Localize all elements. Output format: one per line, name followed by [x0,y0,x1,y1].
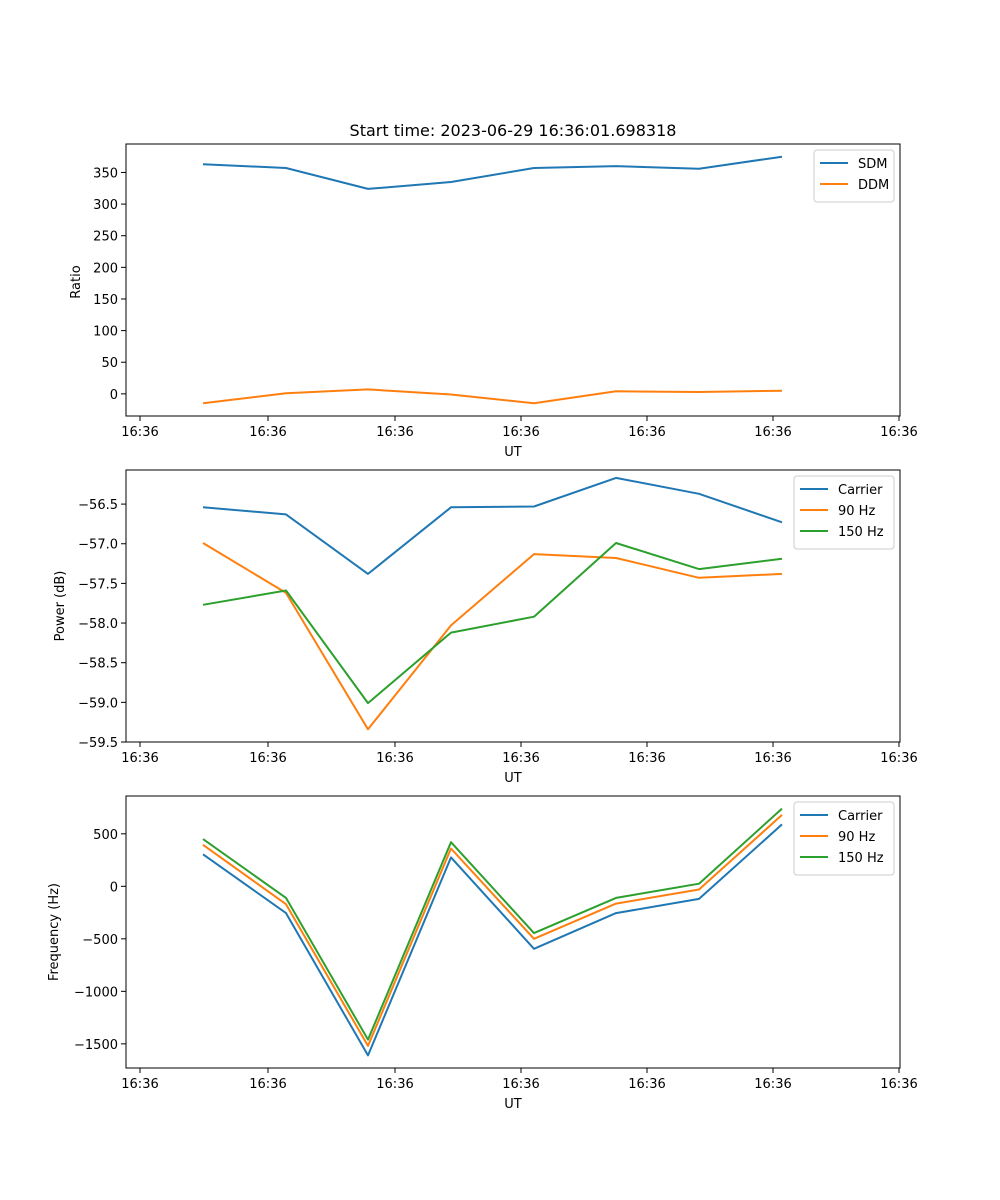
frequency-x-tick-label: 16:36 [121,1077,158,1092]
power-y-tick-label: −59.5 [78,736,118,751]
power-y-tick-label: −57.0 [78,538,118,553]
ratio-x-tick-label: 16:36 [628,425,665,440]
power-legend: Carrier 90 Hz 150 Hz [793,475,895,550]
power-series-line [202,542,783,705]
power-y-tick-label: −56.5 [78,498,118,513]
frequency-y-axis-label: Frequency (Hz) [47,883,62,981]
power-x-axis-label: UT [504,771,522,786]
frequency-x-tick-label: 16:36 [249,1077,286,1092]
power-legend-label: 150 Hz [838,525,884,540]
frequency-y-tick-label: −1500 [74,1038,118,1053]
frequency-panel: Frequency (Hz) UT 16:36 16:36 16:36 16:36 16… [47,795,918,1112]
ratio-x-axis-label: UT [504,445,522,460]
ratio-x-tick-label: 16:36 [376,425,413,440]
power-x-tick-label: 16:36 [754,751,791,766]
frequency-x-tick-label: 16:36 [376,1077,413,1092]
power-series-line [202,476,783,575]
frequency-legend-label: 90 Hz [838,830,875,845]
frequency-x-tick-label: 16:36 [628,1077,665,1092]
frequency-y-tick-label: −500 [82,933,118,948]
ratio-legend: SDM DDM [813,149,895,203]
frequency-x-axis-label: UT [504,1097,522,1112]
ratio-y-axis-label: Ratio [69,265,84,298]
frequency-legend-label: 150 Hz [838,851,884,866]
power-y-tick-label: −58.5 [78,657,118,672]
ratio-y-tick-label: 300 [93,198,118,213]
frequency-x-tick-label: 16:36 [754,1077,791,1092]
frequency-y-tick-label: −1000 [74,985,118,1000]
frequency-legend-label: Carrier [838,809,883,824]
ratio-y-tick-label: 200 [93,261,118,276]
power-axes-frame [125,469,901,743]
frequency-x-tick-label: 16:36 [880,1077,917,1092]
ratio-axes-frame [125,143,901,417]
ratio-x-tick-label: 16:36 [121,425,158,440]
ratio-legend-label: DDM [858,178,889,193]
frequency-x-tick-label: 16:36 [502,1077,539,1092]
power-x-tick-label: 16:36 [249,751,286,766]
ratio-series-line [202,388,783,405]
power-series-line [202,542,783,731]
ratio-y-tick-label: 150 [93,293,118,308]
power-x-tick-label: 16:36 [880,751,917,766]
ratio-x-tick-label: 16:36 [502,425,539,440]
ratio-x-tick-label: 16:36 [754,425,791,440]
frequency-y-tick-label: 500 [93,828,118,843]
power-panel: Power (dB) UT 16:36 16:36 16:36 16:36 16:36 1… [53,469,918,786]
power-y-tick-label: −57.5 [78,577,118,592]
power-legend-label: Carrier [838,483,883,498]
frequency-y-tick-label: 0 [110,880,118,895]
frequency-legend: Carrier 90 Hz 150 Hz [793,801,895,876]
power-y-tick-label: −59.0 [78,696,118,711]
frequency-series-line [202,807,783,1041]
ratio-y-tick-label: 250 [93,230,118,245]
power-x-tick-label: 16:36 [628,751,665,766]
ratio-y-tick-label: 50 [101,356,118,371]
frequency-series-line [202,823,783,1057]
power-y-tick-label: −58.0 [78,617,118,632]
ratio-x-tick-label: 16:36 [880,425,917,440]
power-legend-label: 90 Hz [838,504,875,519]
ratio-series-line [202,155,783,190]
ratio-y-tick-label: 350 [93,166,118,181]
ratio-x-tick-label: 16:36 [249,425,286,440]
power-x-tick-label: 16:36 [502,751,539,766]
ratio-y-tick-label: 100 [93,325,118,340]
ratio-panel: Ratio UT 16:36 16:36 16:36 16:36 16:36 16:36 1… [69,143,918,460]
power-x-tick-label: 16:36 [121,751,158,766]
ratio-y-tick-label: 0 [110,388,118,403]
frequency-axes-frame [125,795,901,1069]
power-y-axis-label: Power (dB) [53,571,68,642]
chart-title: Start time: 2023-06-29 16:36:01.698318 [350,121,677,140]
power-x-tick-label: 16:36 [376,751,413,766]
frequency-series-line [202,814,783,1047]
ratio-legend-label: SDM [858,157,887,172]
